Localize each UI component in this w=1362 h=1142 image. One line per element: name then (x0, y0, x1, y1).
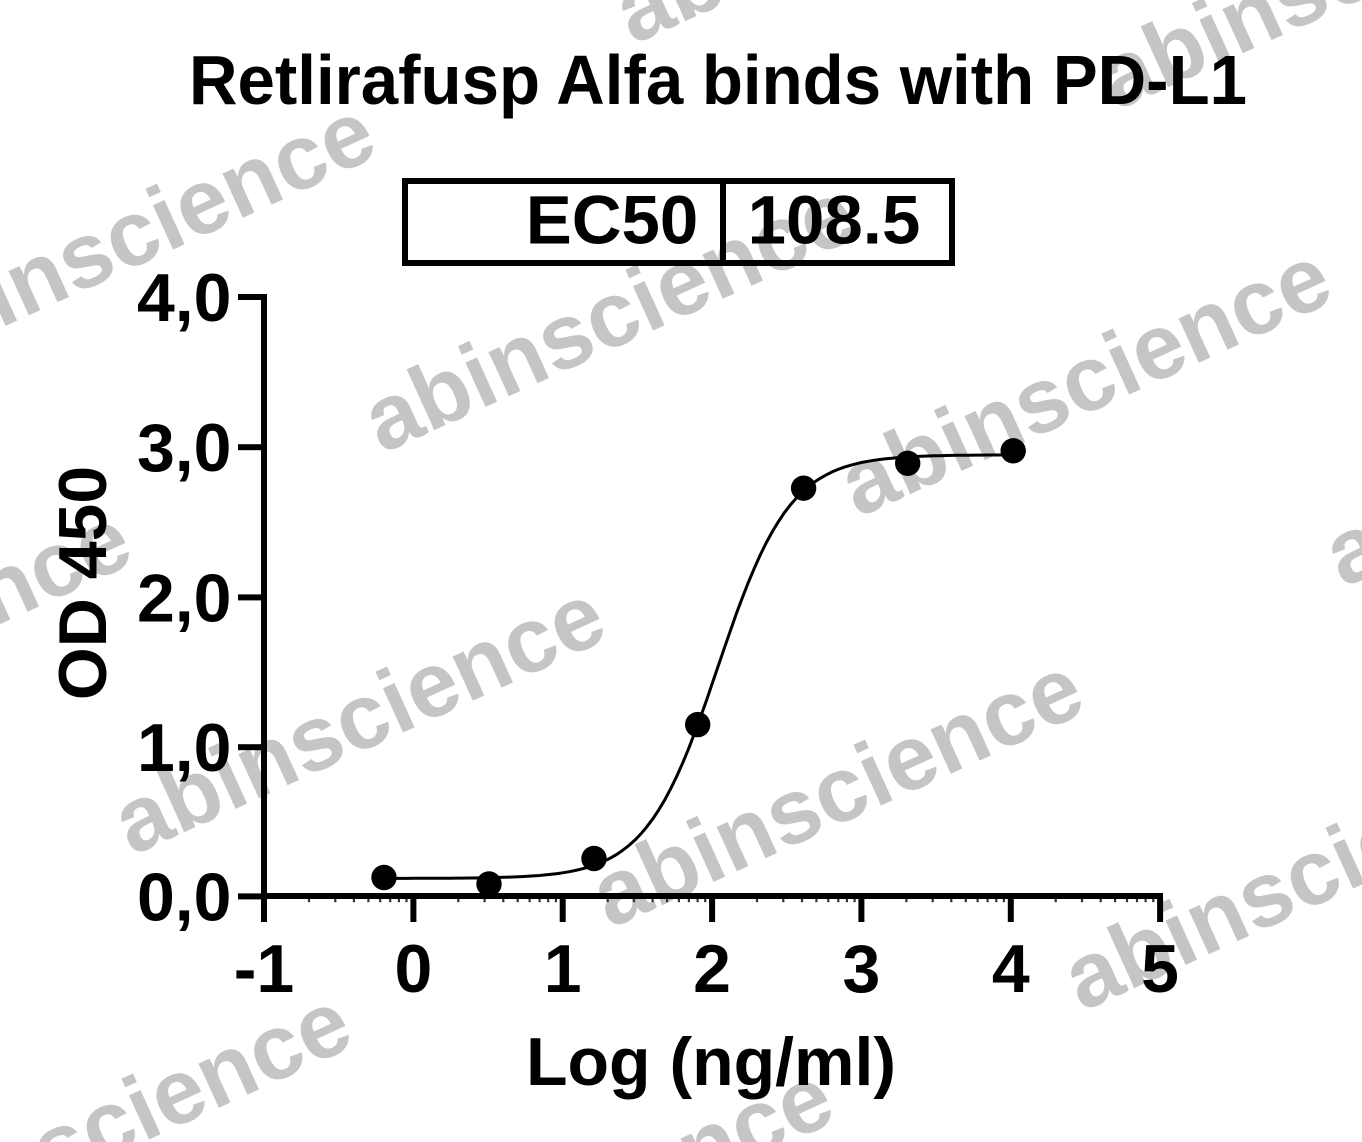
svg-text:Log (ng/ml): Log (ng/ml) (526, 1024, 896, 1100)
svg-text:108.5: 108.5 (748, 182, 921, 259)
svg-text:-1: -1 (234, 931, 294, 1007)
svg-text:1: 1 (544, 931, 582, 1007)
svg-text:4,0: 4,0 (137, 260, 232, 336)
svg-text:2: 2 (693, 931, 731, 1007)
svg-text:EC50: EC50 (526, 182, 699, 259)
svg-text:3: 3 (842, 931, 880, 1007)
svg-text:4: 4 (992, 931, 1030, 1007)
svg-text:2,0: 2,0 (137, 560, 232, 636)
svg-text:3,0: 3,0 (137, 410, 232, 486)
svg-text:1,0: 1,0 (137, 710, 232, 786)
svg-text:0: 0 (394, 931, 432, 1007)
svg-text:Retlirafusp Alfa binds with PD: Retlirafusp Alfa binds with PD-L1 (189, 41, 1247, 119)
svg-text:5: 5 (1141, 931, 1179, 1007)
svg-text:OD 450: OD 450 (45, 466, 121, 700)
svg-text:0,0: 0,0 (137, 859, 232, 935)
